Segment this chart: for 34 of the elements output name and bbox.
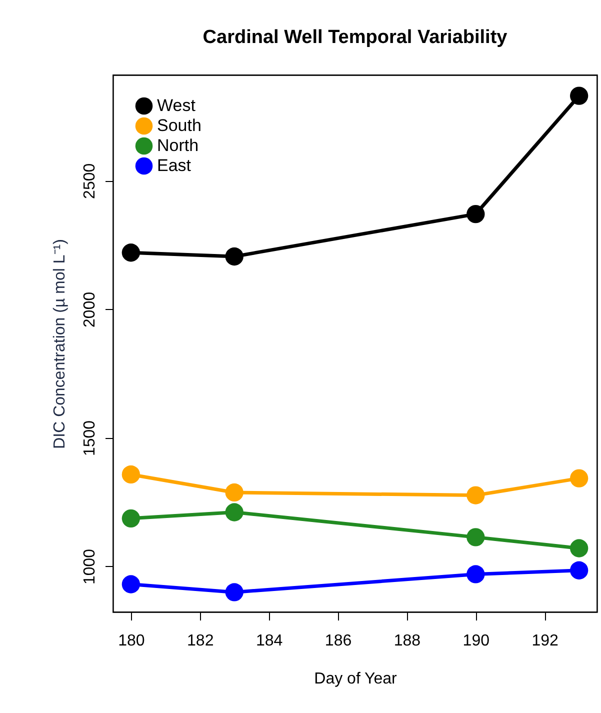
point xyxy=(122,465,140,484)
y-tick-label: 2000 xyxy=(82,292,98,328)
point xyxy=(466,486,485,504)
point xyxy=(466,565,485,584)
point xyxy=(570,469,588,488)
x-tick-label: 180 xyxy=(118,632,145,650)
point xyxy=(225,247,244,266)
x-tick-label: 184 xyxy=(256,632,283,650)
point xyxy=(225,583,244,602)
point xyxy=(225,483,244,502)
legend-label: West xyxy=(157,96,196,115)
point xyxy=(225,503,244,522)
legend-label: South xyxy=(157,116,202,135)
x-tick-label: 192 xyxy=(532,632,559,650)
chart-title: Cardinal Well Temporal Variability xyxy=(202,27,508,48)
point xyxy=(570,86,588,105)
point xyxy=(122,575,140,594)
x-axis-title: Day of Year xyxy=(314,670,398,688)
point xyxy=(122,244,140,262)
point xyxy=(122,509,140,528)
x-tick-label: 188 xyxy=(394,632,421,650)
legend-label: North xyxy=(157,136,199,155)
x-tick-label: 186 xyxy=(324,632,352,650)
point xyxy=(570,561,588,580)
y-tick-label: 1500 xyxy=(82,420,98,456)
point xyxy=(570,539,588,558)
legend-label: East xyxy=(157,156,192,175)
y-axis-title: DIC Concentration (µ mol L⁻¹) xyxy=(52,239,68,449)
y-tick-label: 2500 xyxy=(82,163,98,199)
y-tick-label: 1000 xyxy=(82,548,98,585)
x-tick-label: 182 xyxy=(187,632,214,650)
point xyxy=(466,205,485,224)
point xyxy=(466,528,485,546)
x-tick-label: 190 xyxy=(462,632,490,650)
